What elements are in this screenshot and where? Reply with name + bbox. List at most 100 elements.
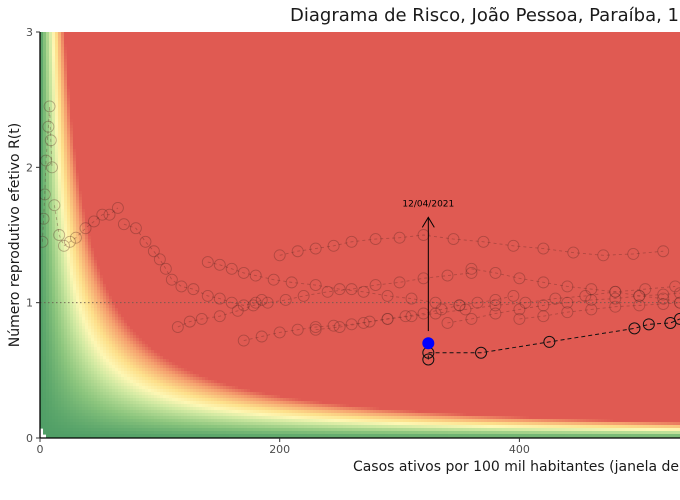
risk-cell [94, 323, 98, 327]
risk-cell [334, 425, 338, 429]
risk-cell [448, 419, 452, 423]
risk-cell [58, 122, 62, 126]
risk-cell [424, 419, 428, 423]
risk-cell [199, 386, 203, 390]
risk-cell [49, 311, 53, 315]
risk-cell [277, 410, 281, 414]
risk-cell [52, 65, 56, 69]
risk-cell [139, 404, 143, 408]
risk-cell [385, 410, 389, 414]
risk-cell [151, 383, 155, 387]
history-point [585, 303, 598, 316]
risk-cell [127, 359, 131, 363]
risk-cell [79, 350, 83, 354]
risk-cell [85, 401, 89, 405]
risk-cell [109, 416, 113, 420]
risk-cell [58, 116, 62, 120]
risk-cell [97, 314, 101, 318]
risk-cell [85, 404, 89, 408]
risk-cell [667, 428, 671, 432]
risk-cell [58, 296, 62, 300]
risk-cell [238, 407, 242, 411]
risk-cell [280, 428, 284, 432]
risk-cell [67, 329, 71, 333]
risk-cell [148, 362, 152, 366]
risk-cell [40, 212, 44, 222]
risk-cell [229, 32, 233, 387]
risk-cell [103, 413, 107, 417]
risk-cell [148, 434, 152, 438]
risk-cell [199, 377, 203, 381]
risk-cell [190, 419, 194, 423]
risk-cell [259, 413, 263, 417]
risk-cell [43, 110, 47, 117]
risk-cell [349, 431, 353, 435]
risk-cell [244, 434, 248, 438]
risk-cell [139, 413, 143, 417]
risk-cell [187, 401, 191, 405]
risk-cell [202, 380, 206, 384]
risk-cell [82, 353, 86, 357]
risk-cell [79, 431, 83, 435]
risk-cell [100, 401, 104, 405]
risk-cell [82, 341, 86, 345]
risk-cell [301, 428, 305, 432]
risk-cell [229, 401, 233, 405]
risk-cell [46, 131, 50, 135]
risk-cell [259, 392, 263, 396]
risk-cell [283, 404, 287, 408]
risk-cell [94, 347, 98, 351]
risk-cell [64, 200, 68, 204]
risk-cell [40, 167, 44, 186]
risk-cell [382, 419, 386, 423]
risk-cell [64, 413, 68, 417]
risk-cell [55, 185, 59, 189]
risk-cell [121, 32, 125, 318]
risk-cell [40, 146, 44, 156]
risk-cell [73, 314, 77, 318]
risk-cell [121, 341, 125, 345]
risk-cell [100, 377, 104, 381]
risk-cell [196, 32, 200, 375]
risk-cell [100, 323, 104, 327]
risk-cell [250, 413, 254, 417]
risk-cell [64, 50, 68, 54]
risk-cell [475, 419, 479, 423]
risk-cell [94, 293, 98, 297]
risk-cell [58, 248, 62, 252]
risk-cell [490, 422, 494, 426]
risk-cell [49, 221, 53, 225]
risk-cell [58, 44, 62, 48]
risk-cell [469, 428, 473, 432]
risk-cell [439, 422, 443, 426]
risk-cell [598, 32, 602, 420]
risk-cell [628, 425, 632, 429]
risk-cell [55, 233, 59, 237]
risk-cell [181, 425, 185, 429]
risk-cell [49, 278, 53, 282]
risk-cell [181, 389, 185, 393]
risk-cell [112, 389, 116, 393]
risk-cell [70, 374, 74, 378]
risk-cell [166, 380, 170, 384]
risk-cell [40, 296, 44, 321]
history-point [674, 296, 680, 309]
risk-cell [58, 206, 62, 210]
risk-cell [52, 380, 56, 384]
risk-cell [46, 215, 50, 219]
risk-cell [76, 383, 80, 387]
risk-cell [64, 71, 68, 75]
risk-cell [130, 416, 134, 420]
risk-cell [61, 68, 65, 72]
risk-cell [259, 404, 263, 408]
risk-cell [73, 257, 77, 261]
risk-cell [181, 416, 185, 420]
risk-cell [652, 422, 656, 426]
risk-cell [49, 386, 53, 390]
risk-cell [82, 371, 86, 375]
risk-cell [232, 404, 236, 408]
risk-cell [79, 32, 83, 192]
risk-cell [373, 32, 377, 408]
risk-cell [46, 146, 50, 150]
risk-cell [58, 125, 62, 129]
